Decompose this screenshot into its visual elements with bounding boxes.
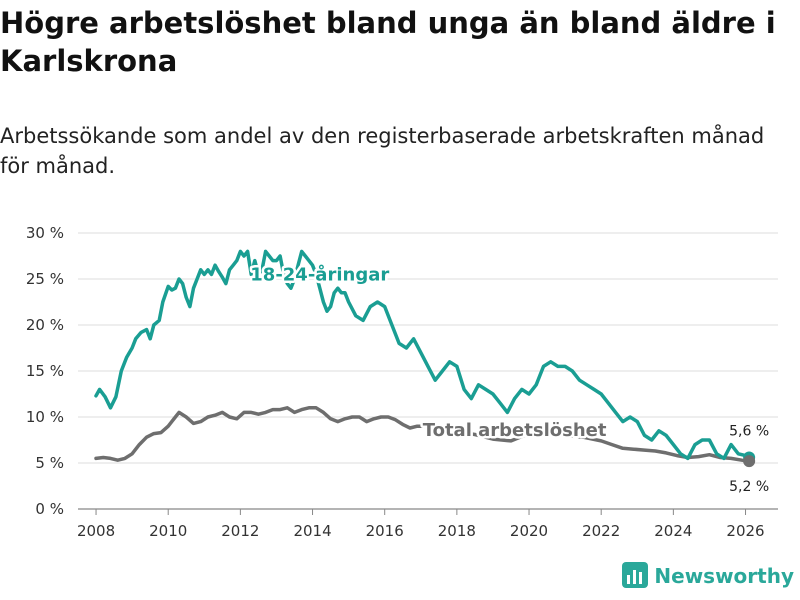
series-line-total (94, 406, 751, 463)
y-tick-label: 5 % (35, 454, 64, 472)
grid (78, 232, 778, 510)
series-lines (94, 249, 756, 468)
y-tick-label: 15 % (26, 362, 64, 380)
chart-subtitle: Arbetssökande som andel av den registerb… (0, 124, 765, 178)
x-tick-label: 2020 (510, 522, 548, 540)
line-chart: 0 %5 %10 %15 %20 %25 %30 % 2008 2010 2012 2… (26, 224, 778, 540)
x-tick-label: 2012 (221, 522, 259, 540)
x-tick-label: 2018 (438, 522, 476, 540)
y-tick-label: 25 % (26, 270, 64, 288)
end-label-total: 5,2 % (729, 479, 769, 495)
series-line-18-24 (94, 249, 751, 461)
x-tick-label: 2026 (726, 522, 764, 540)
y-tick-label: 20 % (26, 316, 64, 334)
y-tick-label: 10 % (26, 408, 64, 426)
x-tick-label: 2008 (77, 522, 115, 540)
y-tick-label: 30 % (26, 224, 64, 242)
end-label-18-24: 5,6 % (729, 423, 769, 439)
logo-text: Newsworthy (654, 564, 794, 588)
series-labels: 5,6 % 5,2 % 18-24-åringar Total arbetslöshe… (248, 261, 769, 495)
endpoint-total (743, 455, 756, 468)
y-tick-label: 0 % (35, 500, 64, 518)
x-tick-label: 2010 (149, 522, 187, 540)
newsworthy-logo: Newsworthy (622, 562, 794, 590)
series-label-18-24: 18-24-åringar (250, 263, 389, 285)
bar-chart-icon (622, 562, 649, 588)
y-axis: 0 % 5 % 10 % 15 % 20 % 25 % 30 % (26, 224, 64, 518)
x-axis: 2008 2010 2012 2014 2016 2018 2020 2022 2024 2026 (77, 509, 765, 540)
x-tick-label: 2024 (654, 522, 692, 540)
chart-title: Högre arbetslöshet bland unga än bland ä… (0, 6, 776, 78)
x-tick-label: 2014 (293, 522, 331, 540)
series-label-total: Total arbetslöshet (423, 420, 607, 441)
x-tick-label: 2022 (582, 522, 620, 540)
x-tick-label: 2016 (366, 522, 404, 540)
